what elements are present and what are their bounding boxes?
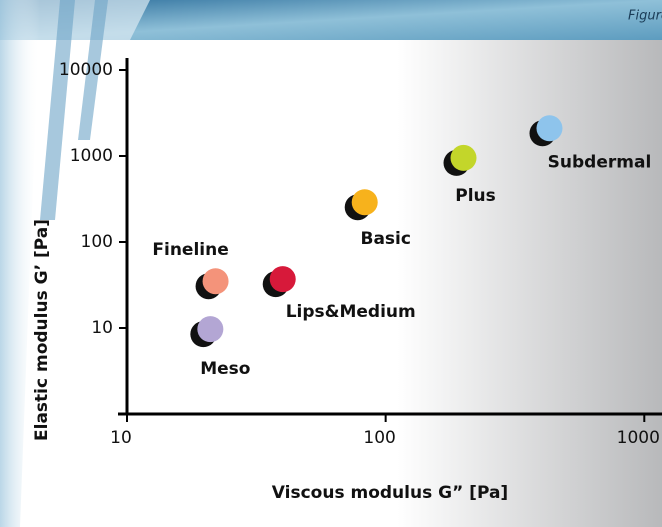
point xyxy=(197,316,224,343)
side-stripe xyxy=(78,0,108,140)
point-label: Fineline xyxy=(152,240,228,260)
y-axis-label: Elastic modulus G’ [Pa] xyxy=(32,219,52,441)
y-tick-label: 10000 xyxy=(59,60,113,80)
point-label: Lips&Medium xyxy=(286,302,416,322)
x-tick-label: 100 xyxy=(363,428,395,448)
y-tick-label: 100 xyxy=(81,232,113,252)
point xyxy=(202,268,229,295)
point-label: Basic xyxy=(360,229,410,249)
point-label: Meso xyxy=(200,359,250,379)
point xyxy=(536,115,563,142)
x-tick-label: 1000 xyxy=(617,428,660,448)
point-label: Subdermal xyxy=(548,152,652,172)
point xyxy=(269,266,296,293)
point-label: Plus xyxy=(455,186,496,206)
side-stripe xyxy=(40,0,75,220)
side-stripe xyxy=(0,0,40,527)
point xyxy=(351,189,378,216)
x-axis-label: Viscous modulus G” [Pa] xyxy=(272,483,508,503)
figure-caption: Figure 1 xyxy=(628,9,662,24)
x-tick-label: 10 xyxy=(110,428,132,448)
y-tick-label: 10 xyxy=(91,318,113,338)
y-tick-label: 1000 xyxy=(70,146,113,166)
point xyxy=(450,144,477,171)
